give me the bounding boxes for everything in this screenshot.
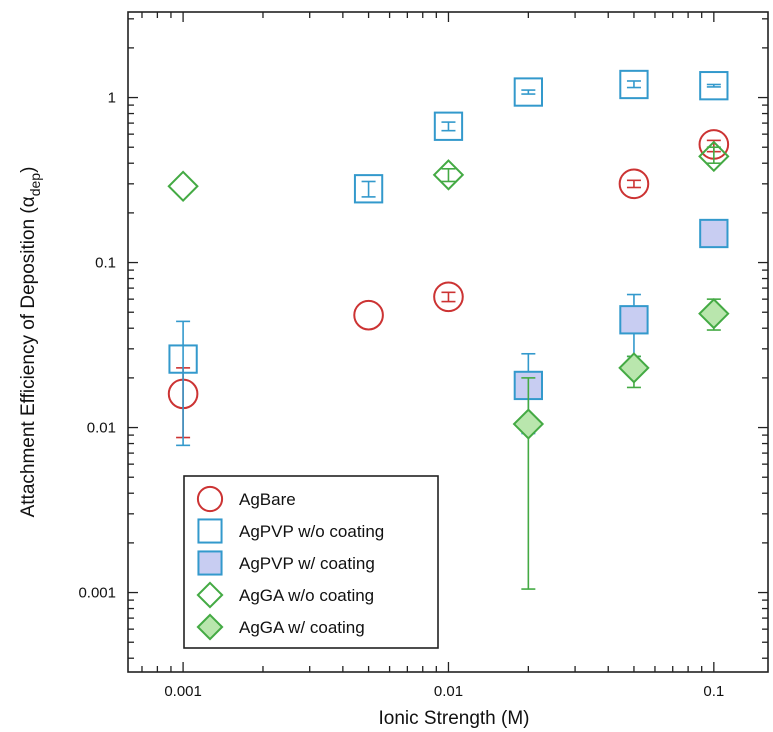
legend-marker (197, 550, 223, 576)
series-agga-w-coating (512, 297, 730, 590)
legend-label-agga-wo-coating: AgGA w/o coating (239, 586, 374, 605)
x-tick-label: 0.001 (164, 683, 202, 700)
data-point (167, 170, 199, 202)
legend-marker (196, 613, 224, 641)
legend-items (196, 485, 224, 641)
legend: AgBare AgPVP w/o coating AgPVP w/ coatin… (183, 475, 439, 649)
legend-marker (196, 485, 224, 513)
y-tick-label: 1 (108, 90, 116, 107)
y-axis-title: Attachment Efficiency of Deposition (αde… (18, 167, 43, 518)
legend-label-agbare: AgBare (239, 490, 296, 509)
x-tick-label: 0.1 (703, 683, 724, 700)
axis-ticks (128, 12, 768, 672)
y-tick-label: 0.001 (78, 585, 116, 602)
data-point (513, 77, 543, 107)
data-point (698, 297, 730, 330)
legend-box (183, 475, 439, 649)
data-series (167, 69, 730, 590)
y-axis-title-main: Attachment Efficiency of Deposition (α (18, 196, 39, 517)
data-point (618, 168, 650, 200)
y-axis-title-close: ) (18, 167, 39, 173)
legend-label-agpvp-w-coating: AgPVP w/ coating (239, 554, 375, 573)
y-tick-label: 0.01 (87, 420, 116, 437)
y-axis-title-subscript: dep (27, 173, 43, 197)
series-agga-w-o-coating (167, 140, 730, 202)
legend-label-agga-w-coating: AgGA w/ coating (239, 618, 365, 637)
y-tick-label: 0.1 (95, 255, 116, 272)
x-tick-label: 0.01 (434, 683, 463, 700)
data-point (699, 71, 729, 101)
axis-tick-labels: 0.001 0.01 0.1 0.001 0.01 0.1 1 (78, 90, 724, 700)
data-point (433, 111, 464, 141)
legend-marker (197, 518, 223, 544)
legend-marker (196, 581, 224, 609)
data-point (433, 281, 464, 313)
data-point (618, 352, 650, 384)
x-axis-title: Ionic Strength (M) (379, 708, 530, 729)
data-point (353, 174, 384, 204)
data-point (432, 159, 465, 191)
legend-label-agpvp-wo-coating: AgPVP w/o coating (239, 522, 384, 541)
data-point (619, 69, 649, 100)
data-point (168, 344, 198, 374)
series-agpvp-w-coating (513, 218, 729, 435)
data-point (698, 140, 730, 173)
data-point (512, 408, 545, 440)
data-point (699, 218, 729, 249)
data-point (353, 299, 384, 331)
series-agpvp-w-o-coating (168, 69, 729, 447)
data-point (619, 305, 649, 335)
